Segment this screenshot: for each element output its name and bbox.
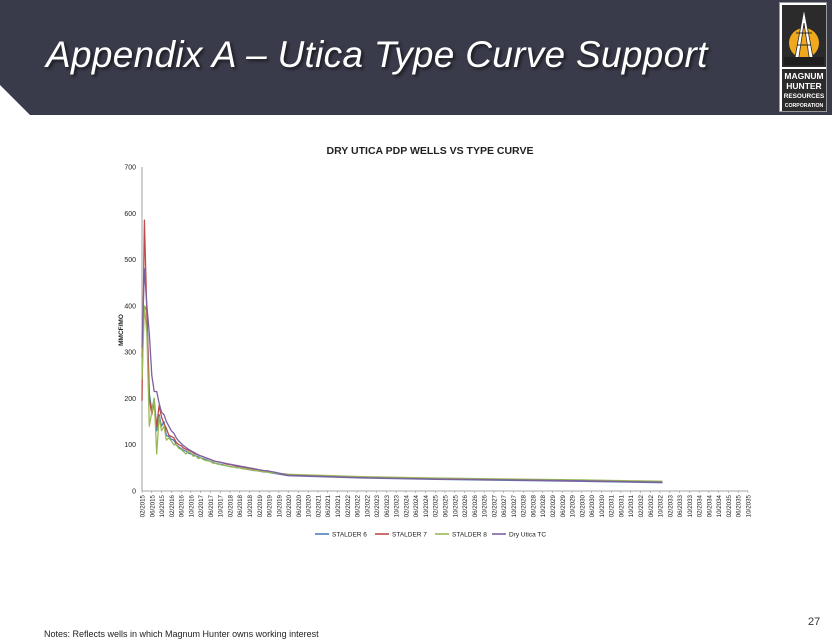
y-tick-label: 300 <box>124 350 136 357</box>
x-tick-label: 06/2030 <box>589 494 596 517</box>
x-tick-label: 06/2028 <box>530 494 537 517</box>
x-tick-label: 02/2027 <box>491 494 498 517</box>
x-tick-label: 02/2021 <box>315 494 322 517</box>
x-tick-label: 06/2018 <box>237 494 244 517</box>
x-tick-label: 02/2025 <box>433 494 440 517</box>
y-tick-label: 500 <box>124 257 136 264</box>
x-tick-label: 02/2029 <box>550 494 557 517</box>
series-line-1 <box>141 305 663 484</box>
x-tick-label: 10/2015 <box>159 494 166 517</box>
x-tick-label: 06/2034 <box>706 494 713 517</box>
page-number: 27 <box>808 616 821 628</box>
logo-line-2: HUNTER <box>786 81 821 91</box>
x-tick-label: 02/2031 <box>609 494 616 517</box>
x-tick-label: 06/2032 <box>648 494 655 517</box>
y-axis-label: MMCF/MO <box>118 314 125 346</box>
x-tick-label: 02/2024 <box>403 494 410 517</box>
x-tick-label: 10/2030 <box>599 494 606 517</box>
x-tick-label: 10/2027 <box>511 494 518 517</box>
y-tick-label: 700 <box>124 165 136 172</box>
x-tick-label: 06/2035 <box>736 494 743 517</box>
x-tick-label: 06/2024 <box>413 494 420 517</box>
logo-line-1: MAGNUM <box>784 71 823 81</box>
x-tick-label: 06/2026 <box>472 494 479 517</box>
x-tick-label: 06/2020 <box>296 494 303 517</box>
x-tick-label: 10/2024 <box>423 494 430 517</box>
x-tick-label: 10/2034 <box>716 494 723 517</box>
x-tick-label: 06/2016 <box>179 494 186 517</box>
x-tick-label: 02/2032 <box>638 494 645 517</box>
x-tick-label: 10/2018 <box>247 494 254 517</box>
series-line-4 <box>141 268 663 483</box>
x-tick-label: 10/2026 <box>482 494 489 517</box>
x-tick-label: 10/2020 <box>306 494 313 517</box>
company-logo: MAGNUM HUNTER RESOURCES CORPORATION <box>779 2 827 112</box>
x-tick-label: 02/2020 <box>286 494 293 517</box>
x-tick-label: 10/2029 <box>570 494 577 517</box>
y-tick-label: 200 <box>124 396 136 403</box>
x-tick-label: 06/2019 <box>267 494 274 517</box>
logo-line-4: CORPORATION <box>785 103 824 109</box>
x-tick-label: 02/2015 <box>140 494 147 517</box>
x-tick-label: 02/2026 <box>462 494 469 517</box>
x-tick-label: 02/2030 <box>579 494 586 517</box>
x-tick-label: 10/2028 <box>540 494 547 517</box>
x-tick-label: 10/2021 <box>335 494 342 517</box>
y-tick-label: 400 <box>124 303 136 310</box>
series-line-2 <box>141 219 663 483</box>
x-tick-label: 06/2022 <box>355 494 362 517</box>
x-tick-label: 02/2019 <box>257 494 264 517</box>
x-tick-label: 06/2029 <box>560 494 567 517</box>
x-tick-label: 10/2035 <box>746 494 753 517</box>
x-tick-label: 02/2035 <box>726 494 733 517</box>
x-tick-label: 02/2022 <box>345 494 352 517</box>
slide-title: Appendix A – Utica Type Curve Support <box>46 34 708 75</box>
x-tick-label: 02/2033 <box>667 494 674 517</box>
x-tick-label: 02/2034 <box>697 494 704 517</box>
y-tick-label: 100 <box>124 442 136 449</box>
chart-title: DRY UTICA PDP WELLS VS TYPE CURVE <box>327 145 534 157</box>
x-tick-label: 06/2015 <box>149 494 156 517</box>
x-tick-label: 10/2033 <box>687 494 694 517</box>
x-tick-label: 02/2028 <box>521 494 528 517</box>
x-tick-label: 10/2017 <box>218 494 225 517</box>
x-tick-label: 10/2025 <box>452 494 459 517</box>
x-tick-label: 06/2025 <box>443 494 450 517</box>
x-tick-label: 02/2016 <box>169 494 176 517</box>
x-tick-label: 10/2031 <box>628 494 635 517</box>
x-tick-label: 02/2018 <box>227 494 234 517</box>
x-tick-label: 06/2031 <box>618 494 625 517</box>
legend-label-1: STALDER 6 <box>332 532 367 539</box>
x-tick-label: 10/2032 <box>658 494 665 517</box>
footnote: Notes: Reflects wells in which Magnum Hu… <box>44 629 319 639</box>
legend-label-2: STALDER 7 <box>392 532 427 539</box>
x-tick-label: 06/2017 <box>208 494 215 517</box>
y-tick-label: 0 <box>132 489 136 496</box>
legend-label-4: Dry Utica TC <box>509 532 546 539</box>
x-tick-label: 06/2021 <box>325 494 332 517</box>
x-tick-label: 10/2016 <box>188 494 195 517</box>
x-tick-label: 10/2022 <box>364 494 371 517</box>
header-background <box>0 0 832 115</box>
x-tick-label: 10/2019 <box>276 494 283 517</box>
x-tick-label: 10/2023 <box>394 494 401 517</box>
y-tick-label: 600 <box>124 211 136 218</box>
logo-line-3: RESOURCES <box>784 93 825 100</box>
x-tick-label: 06/2027 <box>501 494 508 517</box>
x-tick-label: 02/2017 <box>198 494 205 517</box>
x-tick-label: 06/2033 <box>677 494 684 517</box>
x-tick-label: 06/2023 <box>384 494 391 517</box>
header-bar: Appendix A – Utica Type Curve Support MA… <box>0 0 832 115</box>
x-tick-label: 02/2023 <box>374 494 381 517</box>
legend-label-3: STALDER 8 <box>452 532 487 539</box>
series-line-3 <box>141 305 663 482</box>
